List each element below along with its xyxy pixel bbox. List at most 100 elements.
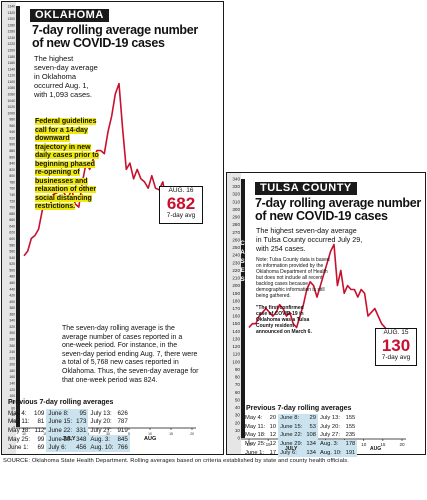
oklahoma-ytick-label: 820 [9,168,15,172]
tulsa-prev-date: July 6: [278,448,305,457]
oklahoma-ytick-label: 120 [9,388,15,392]
tulsa-ytick-label: 150 [232,321,240,326]
oklahoma-ytick-label: 1020 [7,105,15,109]
oklahoma-xtick-label: 15 [43,432,47,436]
tulsa-prev-value: 12 [269,441,277,448]
oklahoma-prev-date: Aug. 10: [88,443,116,452]
tulsa-prev-value: 17 [269,449,277,456]
oklahoma-prev-value: 845 [115,434,130,444]
oklahoma-ytick-label: 600 [9,237,15,241]
tulsa-ytick-label: 330 [232,184,240,189]
oklahoma-axis-bar [16,6,20,427]
oklahoma-prev-row: May 4: 109 June 8: 95 July 13: 626 [6,409,130,418]
tulsa-xtick-label: 15 [266,442,272,447]
oklahoma-ytick-label: 400 [9,300,15,304]
oklahoma-ytick-label: 220 [9,356,15,360]
oklahoma-prev-value: 173 [74,417,89,427]
oklahoma-prev-value: 331 [74,426,89,435]
oklahoma-prev-row: May 18: 112 June 22: 331 July 27: 919 [6,426,130,435]
oklahoma-xtick-label: 10 [22,432,26,436]
tulsa-prev-date: June 15: [278,422,305,432]
oklahoma-month-july: JULY [62,436,76,442]
tulsa-chart: 0102030405060708090100110120130140150160… [227,173,406,454]
tulsa-ytick-label: 170 [232,306,240,311]
oklahoma-ytick-label: 1000 [7,111,15,115]
tulsa-prev-value: 108 [304,431,318,440]
oklahoma-ytick-label: 1080 [7,86,15,90]
oklahoma-ytick-label: 1060 [7,92,15,96]
oklahoma-prev-date: July 13: [90,409,112,417]
oklahoma-prev-row: June 1: 69 July 6: 456 Aug. 10: 766 [6,443,130,452]
oklahoma-ytick-label: 1180 [8,55,15,59]
oklahoma-ytick-label: 500 [9,268,15,272]
oklahoma-prev-row: May 11: 81 June 15: 173 July 20: 787 [6,417,130,427]
tulsa-ytick-label: 300 [232,207,240,212]
oklahoma-ytick-label: 1140 [8,67,15,71]
tulsa-ytick-label: 90 [235,367,241,372]
oklahoma-ytick-label: 1320 [7,11,15,15]
tulsa-ytick-label: 220 [232,268,240,273]
tulsa-prev-row: May 25: 12 June 29: 134 Aug. 3: 178 [243,439,358,449]
oklahoma-xtick-label: 5 [128,432,130,436]
tulsa-prev-date: May 11: [245,423,266,430]
oklahoma-prev-value: 99 [37,435,45,443]
tulsa-ytick-label: 130 [232,336,240,341]
oklahoma-title: 7-day rolling average number of new COVI… [32,24,198,50]
tulsa-prev-value: 134 [304,448,318,457]
oklahoma-ytick-label: 360 [9,312,15,316]
tulsa-ytick-label: 140 [232,329,240,334]
tulsa-prev-date: July 27: [320,432,340,439]
oklahoma-prev-date: June 29: [46,434,75,444]
tulsa-prev-value: 134 [304,439,318,449]
tulsa-title: 7-day rolling average number of new COVI… [255,196,421,223]
tulsa-prev-date: May 4: [245,415,263,422]
oklahoma-ytick-label: 740 [9,193,15,197]
tulsa-ytick-label: 110 [233,352,241,357]
oklahoma-ytick-label: 80 [11,400,15,404]
oklahoma-ytick-label: 1340 [7,5,15,9]
tulsa-prev-row: June 1: 17 July 6: 134 Aug. 10: 191 [243,448,358,457]
tulsa-prev-date: May 18: [245,432,266,439]
oklahoma-prev-date: May 4: [8,409,27,417]
oklahoma-ytick-label: 1300 [7,17,15,21]
oklahoma-ytick-label: 780 [9,180,15,184]
oklahoma-ytick-label: 920 [9,136,15,140]
tulsa-prev-date: June 8: [278,414,305,423]
oklahoma-prev-value: 81 [37,418,45,426]
oklahoma-ytick-label: 40 [11,413,15,417]
oklahoma-ytick-label: 640 [9,224,15,228]
tulsa-callout: AUG. 15 130 7-day avg [375,328,417,366]
tulsa-ytick-label: 340 [232,177,240,182]
oklahoma-prev-value: 919 [117,426,128,434]
tulsa-prev-value: 155 [345,423,356,430]
oklahoma-prev-value: 787 [117,418,128,426]
tulsa-ytick-label: 180 [232,298,240,303]
oklahoma-ytick-label: 140 [9,382,15,386]
oklahoma-ytick-label: 1240 [7,36,15,40]
oklahoma-ytick-label: 900 [9,143,15,147]
tulsa-prev-date: May 25: [245,441,266,448]
oklahoma-prev-date: June 1: [8,444,29,452]
tulsa-prev-value: 10 [269,423,277,430]
oklahoma-ytick-label: 980 [9,118,15,122]
tulsa-prev-date: July 20: [320,423,340,430]
tulsa-ytick-label: 280 [232,222,240,227]
oklahoma-ytick-label: 340 [9,319,15,323]
oklahoma-prev-value: 626 [117,409,128,417]
tulsa-prev-value: 191 [343,448,358,457]
tulsa-ytick-label: 290 [232,215,240,220]
tulsa-prev-value: 178 [343,439,358,449]
oklahoma-ytick-label: 1100 [8,80,15,84]
tulsa-ytick-label: 230 [232,260,240,265]
oklahoma-ytick-label: 680 [9,212,15,216]
oklahoma-callout-value: 682 [166,194,196,213]
tulsa-ytick-label: 270 [232,230,240,235]
tulsa-ytick-label: 250 [232,245,240,250]
oklahoma-axis-strip [2,2,16,454]
oklahoma-ytick-label: 1200 [7,48,15,52]
oklahoma-ytick-label: 420 [9,294,15,298]
tulsa-ytick-label: 320 [232,192,240,197]
oklahoma-xtick-label: 10 [148,432,152,436]
tulsa-prev-date: June 22: [278,431,305,440]
